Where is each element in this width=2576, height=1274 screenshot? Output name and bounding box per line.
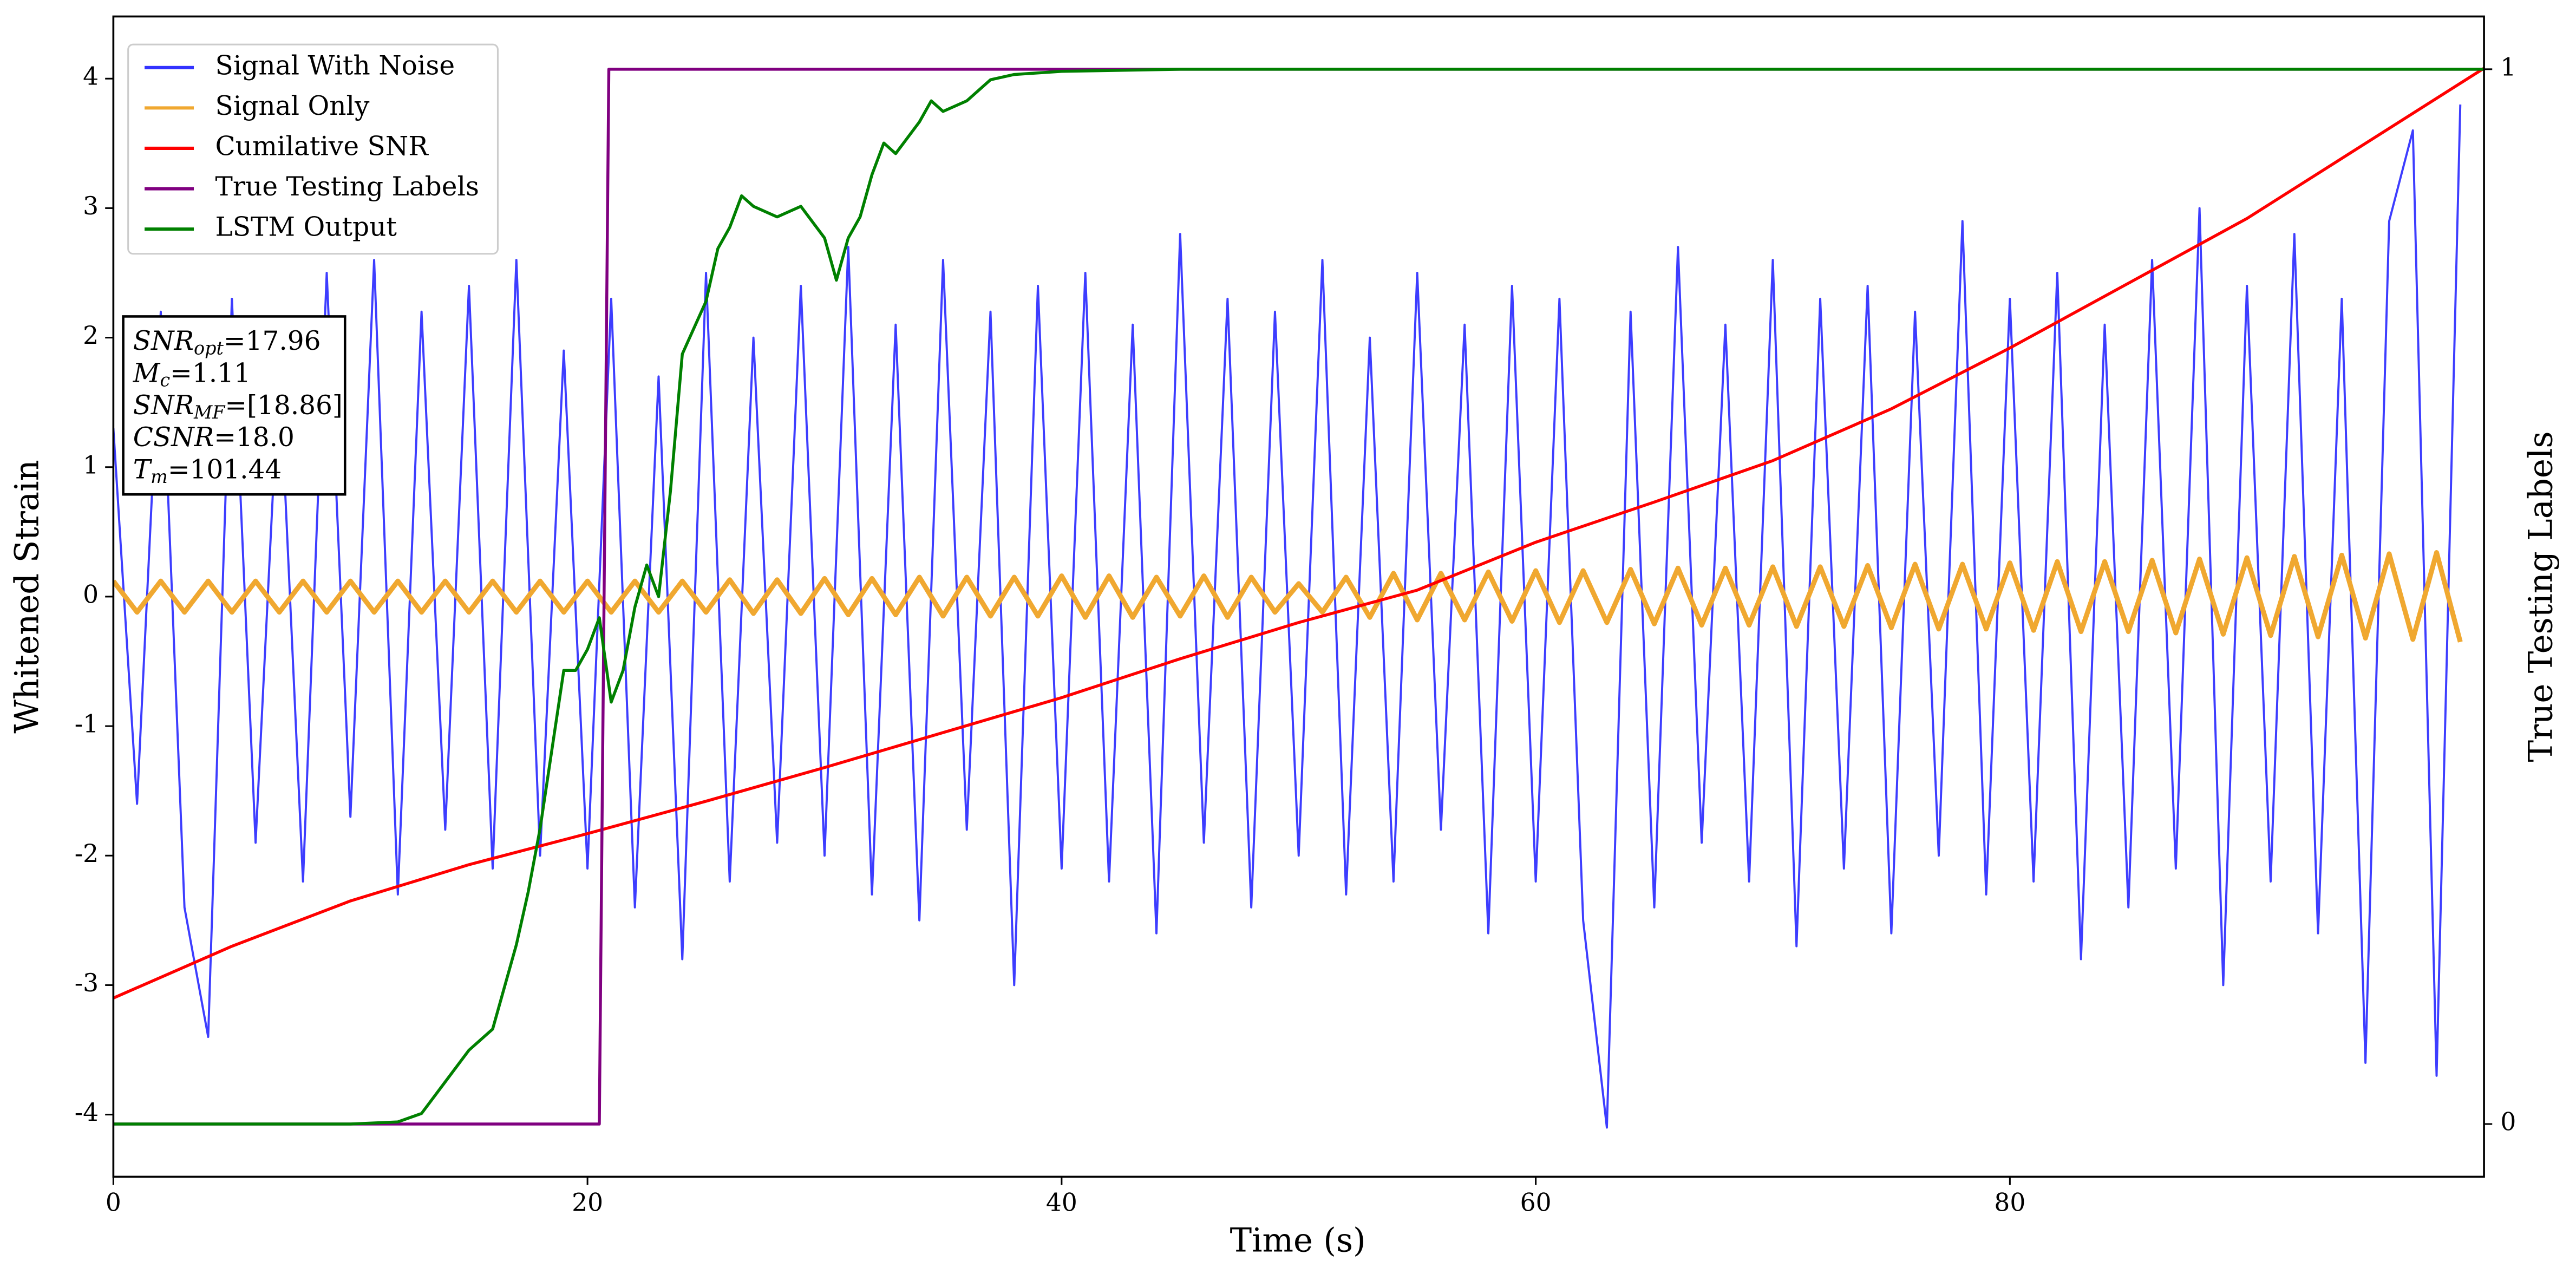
y-tick-label: -4	[75, 1098, 99, 1127]
annotation-value: =1.11	[170, 358, 251, 388]
legend-label: Cumilative SNR	[215, 131, 429, 161]
annotation-value: =17.96	[224, 326, 321, 356]
y2-tick-label: 1	[2500, 53, 2516, 81]
legend-label: Signal With Noise	[215, 50, 455, 81]
annotation-subscript: opt	[194, 337, 224, 358]
series-line	[113, 68, 2485, 1126]
y-tick-label: 2	[83, 321, 99, 350]
y-tick-label: 3	[83, 192, 99, 220]
annotation-symbol: SNR	[133, 390, 194, 420]
annotation: CSNR=18.0	[133, 422, 295, 453]
series-line	[113, 550, 2463, 643]
y-tick-label: -2	[75, 839, 99, 868]
x-tick-label: 20	[572, 1188, 603, 1217]
annotation-symbol: CSNR	[133, 422, 214, 453]
annotation: SNRMF=[18.86]	[133, 390, 343, 423]
annotation-subscript: c	[160, 370, 170, 391]
annotation-box	[122, 315, 346, 496]
y2-tick-label: 0	[2500, 1107, 2516, 1136]
annotation-value: =101.44	[168, 454, 282, 485]
y-tick-label: -1	[75, 710, 99, 739]
x-tick-label: 0	[106, 1188, 121, 1217]
x-axis-label: Time (s)	[1230, 1221, 1366, 1259]
series-line	[113, 104, 2462, 1129]
y2-axis-label: True Testing Labels	[2522, 431, 2560, 762]
legend-label: LSTM Output	[215, 212, 397, 243]
plot-area	[113, 67, 2485, 1129]
annotation-symbol: T	[133, 454, 153, 485]
annotation-symbol: SNR	[133, 326, 194, 356]
annotation-symbol: M	[133, 358, 161, 388]
annotation: Tm=101.44	[133, 454, 282, 487]
y-axis-label: Whitened Strain	[9, 460, 47, 733]
annotation-subscript: MF	[193, 402, 226, 423]
legend-box	[127, 43, 499, 255]
x-tick-label: 80	[1994, 1188, 2025, 1217]
series-line	[113, 67, 2485, 999]
annotation-subscript: m	[151, 466, 168, 487]
x-tick-label: 60	[1520, 1188, 1552, 1217]
annotation-value: =18.0	[214, 422, 295, 453]
annotation-value: =[18.86]	[225, 390, 342, 420]
legend-label: Signal Only	[215, 91, 370, 121]
annotation: SNRopt=17.96	[133, 326, 321, 359]
y-tick-label: 0	[83, 580, 99, 609]
annotation: Mc=1.11	[133, 358, 251, 391]
x-tick-label: 40	[1046, 1188, 1077, 1217]
y-tick-label: 4	[83, 62, 99, 91]
y-tick-label: 1	[83, 450, 99, 479]
legend-label: True Testing Labels	[215, 172, 479, 202]
y-tick-label: -3	[75, 969, 99, 997]
